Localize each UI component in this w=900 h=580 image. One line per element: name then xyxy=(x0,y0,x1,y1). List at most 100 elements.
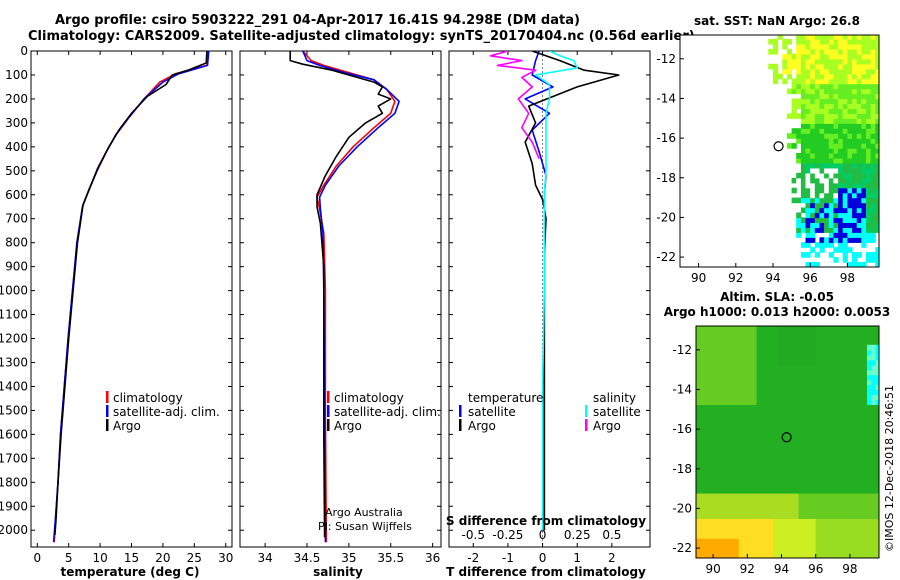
map-cell xyxy=(696,508,701,514)
map-cell xyxy=(866,237,872,243)
map-cell xyxy=(845,493,851,500)
map-cell xyxy=(790,326,795,331)
map-y-tick-label: -12 xyxy=(672,343,692,357)
map-cell xyxy=(790,553,795,558)
map-cell xyxy=(791,83,797,90)
map-cell xyxy=(785,359,791,366)
map-cell xyxy=(800,123,807,129)
map-cell xyxy=(842,242,848,248)
map-cell xyxy=(805,63,811,70)
map-cell xyxy=(810,83,816,90)
map-cell xyxy=(738,339,744,346)
map-cell xyxy=(811,548,817,554)
map-cell xyxy=(747,374,753,381)
map-cell xyxy=(824,237,830,243)
map-cell xyxy=(747,339,753,346)
map-cell xyxy=(700,334,706,341)
map-cell xyxy=(815,503,821,510)
map-cell xyxy=(696,548,701,554)
map-cell xyxy=(862,513,868,519)
map-cell xyxy=(713,548,718,554)
map-cell xyxy=(842,232,848,238)
map-cell xyxy=(854,528,860,534)
map-cell xyxy=(810,78,816,85)
map-cell xyxy=(798,553,804,558)
map-cell xyxy=(755,553,761,558)
map-cell xyxy=(866,252,872,258)
map-cell xyxy=(870,212,876,219)
sla-map-title: Altim. SLA: -0.05 xyxy=(720,290,834,304)
map-cell xyxy=(798,528,804,534)
map-cell xyxy=(796,128,802,134)
map-cell xyxy=(858,553,864,558)
map-cell xyxy=(807,354,813,361)
map-cell xyxy=(810,177,816,184)
map-cell xyxy=(875,177,879,184)
depth-tick-label: 1000 xyxy=(0,284,28,298)
map-cell xyxy=(870,133,876,139)
map-cell xyxy=(802,339,808,346)
map-cell xyxy=(810,182,816,189)
map-cell xyxy=(837,533,842,539)
map-cell xyxy=(743,349,748,356)
map-cell xyxy=(773,533,778,539)
map-cell xyxy=(866,123,872,129)
map-cell xyxy=(819,237,825,243)
map-cell xyxy=(802,344,808,351)
map-cell xyxy=(842,197,848,204)
map-cell xyxy=(849,508,855,514)
map-cell xyxy=(704,384,710,391)
map-cell xyxy=(867,518,872,524)
map-cell xyxy=(820,543,825,549)
map-cell xyxy=(824,217,830,223)
temperature-plot-frame xyxy=(30,50,233,548)
depth-tick-label: 1300 xyxy=(0,355,28,369)
map-cell xyxy=(700,543,706,549)
map-cell xyxy=(856,237,862,243)
map-cell xyxy=(833,83,839,90)
map-cell xyxy=(734,498,740,505)
map-cell xyxy=(819,43,825,50)
map-cell xyxy=(791,197,797,204)
map-cell xyxy=(828,153,834,159)
map-cell xyxy=(751,379,757,386)
map-cell xyxy=(805,68,811,75)
map-cell xyxy=(725,518,731,524)
map-cell xyxy=(704,394,710,400)
map-cell xyxy=(875,103,879,109)
map-cell xyxy=(833,212,839,219)
map-cell xyxy=(751,349,757,356)
map-cell xyxy=(755,518,761,524)
map-cell xyxy=(838,35,844,40)
sst-map-cells xyxy=(768,35,879,267)
map-cell xyxy=(790,334,795,341)
map-cell xyxy=(838,187,844,194)
map-cell xyxy=(760,538,765,544)
map-cell xyxy=(781,543,787,549)
map-cell xyxy=(730,354,736,361)
map-cell xyxy=(828,123,834,129)
map-cell xyxy=(845,523,851,529)
map-cell xyxy=(856,148,862,154)
map-cell xyxy=(820,498,825,505)
map-cell xyxy=(828,543,834,549)
map-cell xyxy=(819,222,825,228)
x-tick-label: 15 xyxy=(124,551,139,565)
map-cell xyxy=(785,553,791,558)
map-cell xyxy=(800,227,807,233)
map-cell xyxy=(807,513,813,519)
map-cell xyxy=(810,39,816,45)
map-cell xyxy=(847,148,853,154)
map-cell xyxy=(861,98,867,105)
map-cell xyxy=(708,493,714,500)
map-cell xyxy=(814,98,820,105)
map-cell xyxy=(800,187,807,194)
map-cell xyxy=(800,182,807,189)
map-cell xyxy=(773,78,779,85)
map-cell xyxy=(805,113,811,119)
map-cell xyxy=(828,143,834,149)
map-cell xyxy=(796,212,802,219)
map-cell xyxy=(734,369,740,376)
temperature-axis-label: temperature (deg C) xyxy=(61,565,200,579)
map-cell xyxy=(807,548,813,554)
